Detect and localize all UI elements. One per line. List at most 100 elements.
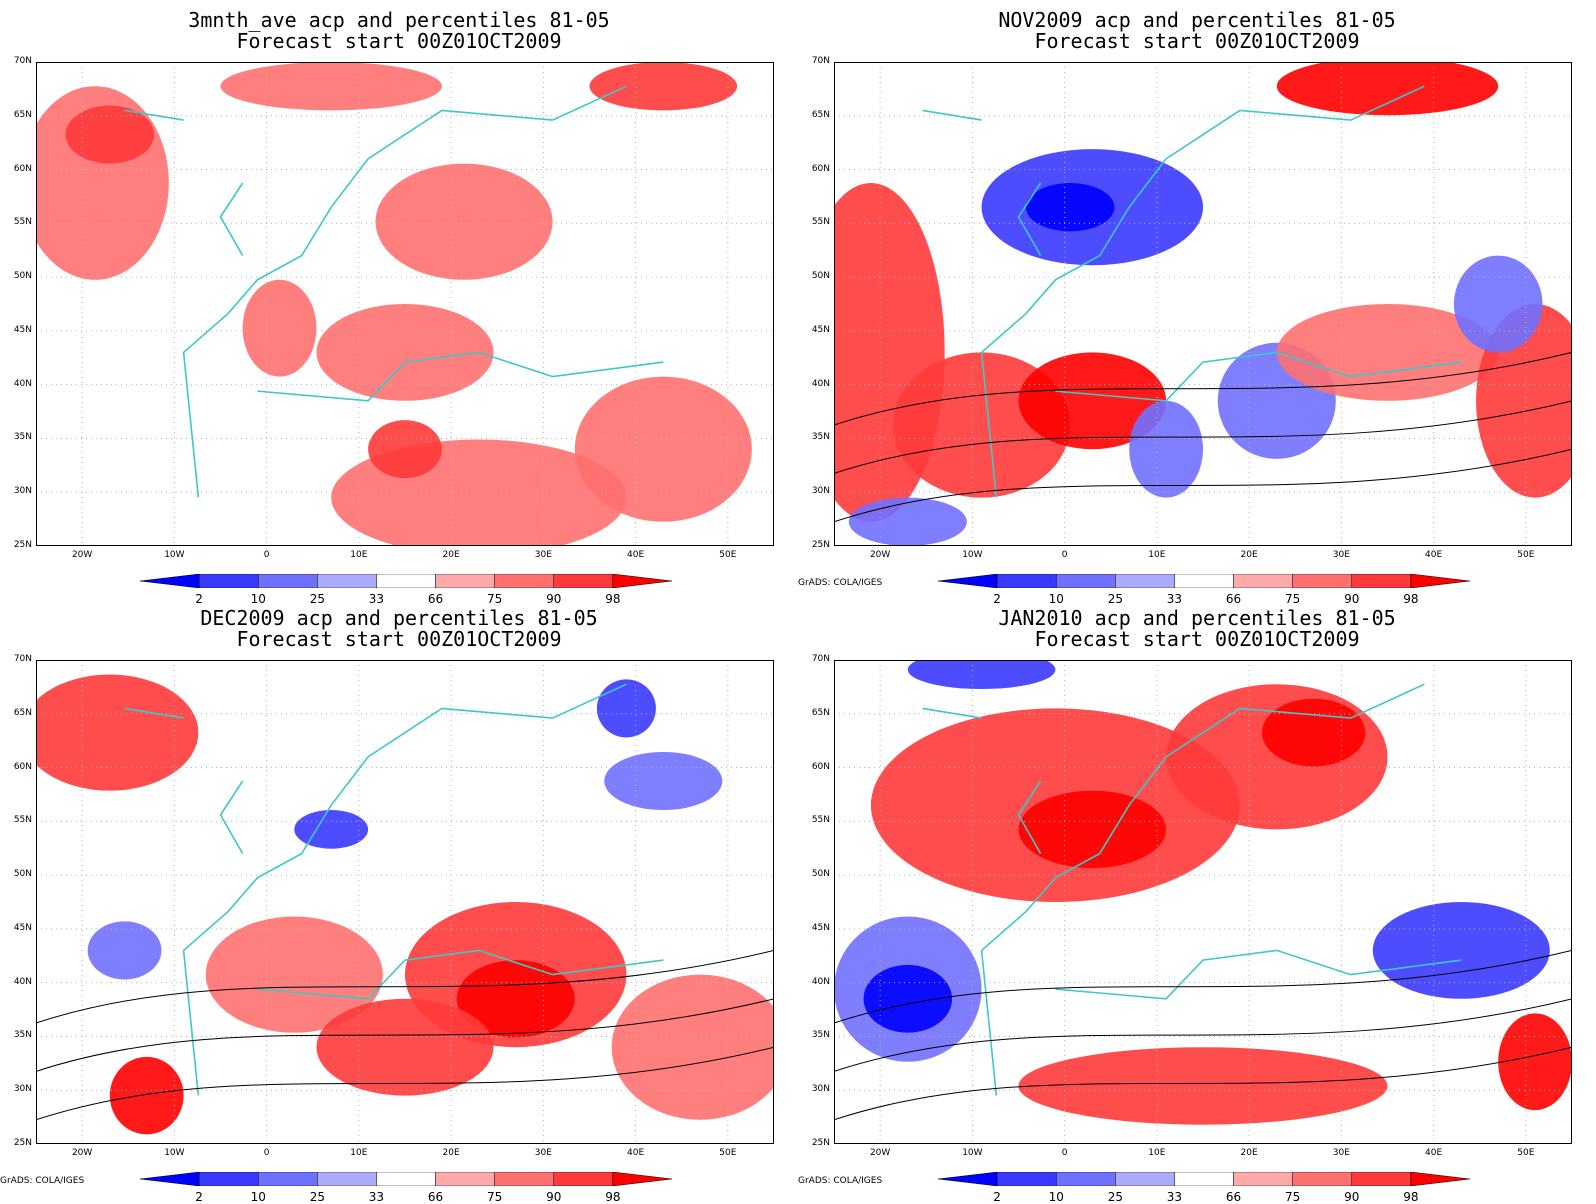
latitude-label: 40N [13,378,32,389]
shading-region [1025,183,1115,232]
latitude-label: 35N [13,432,32,443]
colorbar-segment [376,1172,436,1186]
latitude-label: 45N [13,922,32,933]
latitude-label: 40N [13,976,32,987]
contour-line [834,351,1572,426]
coastline [124,85,664,498]
longitude-label: 20W [869,550,891,560]
longitude-label: 30E [534,550,552,560]
colorbar-segment [1410,574,1470,588]
latitude-label: 70N [13,654,32,664]
latitude-label: 70N [811,654,830,664]
longitude-label: 20E [442,550,460,560]
latitude-label: 30N [13,486,32,497]
shading-region [574,376,752,522]
longitude-label: 10W [164,1148,185,1158]
colorbar-segment [494,1172,555,1186]
shading-region [65,105,155,164]
longitude-label: 20W [869,1148,891,1158]
latitude-label: 65N [811,707,830,718]
latitude-label: 30N [13,1084,32,1095]
latitude-label: 45N [811,324,830,335]
colorbar-segment [1174,574,1234,588]
latitude-label: 30N [811,1084,830,1095]
shading-region [907,660,1056,690]
longitude-label: 30E [534,1148,552,1158]
colorbar-segment [435,574,495,588]
shading-region [87,921,162,980]
colorbar-label: 33 [368,1190,385,1204]
longitude-label: 20W [71,1148,93,1158]
latitude-label: 50N [811,869,830,880]
contour-line [36,949,774,1024]
latitude-label: 25N [13,540,32,550]
longitude-label: 30E [1332,1148,1350,1158]
latitude-label: 55N [13,815,32,826]
longitude-label: 10W [962,1148,983,1158]
credit-text: GrADS: COLA/IGES [798,1176,883,1186]
colorbar-segment [1410,1172,1470,1186]
colorbar-segment [257,1172,318,1186]
colorbar-segment [140,574,200,588]
colorbar-label: 2 [195,1190,203,1204]
colorbar-label: 98 [605,1190,621,1204]
colorbar-label: 10 [250,1190,266,1204]
latitude-label: 60N [811,163,830,174]
latitude-label: 25N [811,540,830,550]
latitude-label: 60N [13,761,32,772]
colorbar-label: 66 [427,592,444,606]
shading-region [1498,1013,1572,1111]
shading-region [368,420,442,479]
colorbar-label: 90 [546,592,562,606]
colorbar-segment [198,1172,259,1186]
colorbar-label: 10 [250,592,266,606]
colorbar-label: 98 [1403,592,1419,606]
latitude-label: 25N [13,1138,32,1148]
latitude-label: 35N [13,1030,32,1041]
longitude-label: 30E [1332,550,1350,560]
shading-region [242,279,317,377]
colorbar-label: 90 [1344,592,1360,606]
colorbar-segment [140,1172,200,1186]
shading-region [205,916,383,1033]
colorbar-label: 66 [1225,1190,1242,1204]
latitude-label: 40N [811,378,830,389]
colorbar-label: 33 [1166,1190,1183,1204]
longitude-label: 50E [719,550,737,560]
colorbar-label: 2 [993,1190,1001,1204]
map-panel: DEC2009 acp and percentiles 81-05 Forecas… [0,598,798,1204]
shading-region [109,1056,184,1135]
latitude-label: 65N [13,109,32,120]
shading-region [596,679,656,738]
longitude-label: 10E [1148,550,1166,560]
map-area [36,660,774,1144]
latitude-label: 65N [13,707,32,718]
colorbar-segment [1351,574,1412,588]
colorbar-label: 90 [546,1190,562,1204]
colorbar-label: 90 [1344,1190,1360,1204]
map-area [36,62,774,546]
latitude-label: 70N [13,56,32,66]
colorbar-label: 33 [1166,592,1183,606]
contour-line [834,400,1572,474]
colorbar-segment [996,574,1057,588]
colorbar-label: 66 [1225,592,1242,606]
panel-subtitle: Forecast start 00Z01OCT2009 [1034,627,1360,651]
latitude-label: 70N [811,56,830,66]
latitude-label: 65N [811,109,830,120]
longitude-label: 50E [1517,550,1535,560]
colorbar-segment [553,574,614,588]
shading-region [456,960,575,1038]
shading-region [611,974,774,1120]
contour-line [834,448,1572,523]
latitude-label: 60N [811,761,830,772]
latitude-label: 55N [811,217,830,228]
shading-region [1018,1047,1388,1125]
shading-region [1276,62,1499,116]
colorbar-segment [612,574,672,588]
longitude-label: 50E [719,1148,737,1158]
colorbar-segment [494,574,555,588]
colorbar [938,574,1470,588]
panel-subtitle: Forecast start 00Z01OCT2009 [1034,29,1360,53]
panel-title: NOV2009 acp and percentiles 81-05 [998,8,1396,32]
